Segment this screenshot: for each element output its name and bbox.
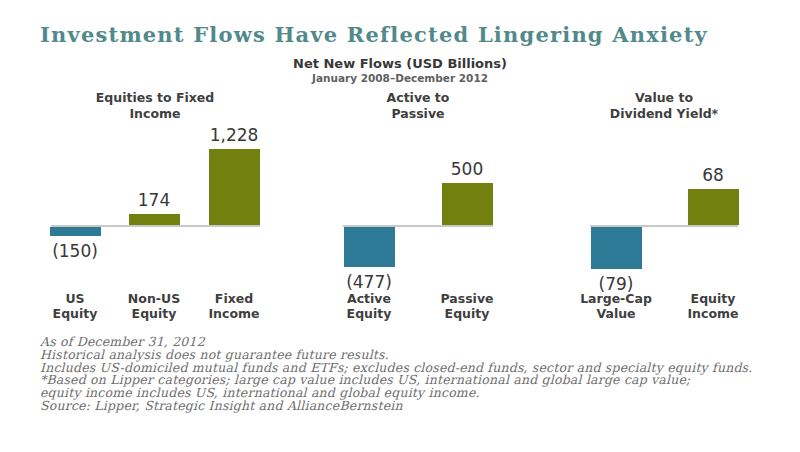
group-header-active-to-passive: Active to Passive — [323, 90, 513, 122]
category-label-fixed-income: Fixed Income — [169, 291, 299, 321]
footnotes: As of December 31, 2012Historical analys… — [40, 336, 752, 413]
bar-non-us-equity — [129, 214, 180, 225]
footnote-line: Source: Lipper, Strategic Insight and Al… — [40, 400, 752, 413]
bar-active-equity — [344, 227, 395, 267]
category-label-equity-income: Equity Income — [648, 291, 778, 321]
slide: Investment Flows Have Reflected Lingerin… — [0, 0, 800, 452]
bar-large-cap-value — [591, 227, 642, 269]
value-label-equity-income: 68 — [648, 165, 778, 185]
value-label-fixed-income: 1,228 — [169, 125, 299, 145]
bar-passive-equity — [442, 183, 493, 225]
page-title: Investment Flows Have Reflected Lingerin… — [40, 22, 708, 47]
chart-title: Net New Flows (USD Billions) — [0, 56, 800, 71]
group-header-value-to-dividend-yield-: Value to Dividend Yield* — [569, 90, 759, 122]
chart-subtitle: January 2008–December 2012 — [0, 72, 800, 84]
value-label-active-equity: (477) — [304, 272, 434, 292]
group-header-equities-to-fixed-income: Equities to Fixed Income — [60, 90, 250, 122]
value-label-passive-equity: 500 — [402, 159, 532, 179]
value-label-us-equity: (150) — [10, 241, 140, 261]
bar-us-equity — [50, 227, 101, 236]
category-label-passive-equity: Passive Equity — [402, 291, 532, 321]
bar-equity-income — [688, 189, 739, 225]
value-label-non-us-equity: 174 — [89, 190, 219, 210]
bar-fixed-income — [209, 149, 260, 225]
